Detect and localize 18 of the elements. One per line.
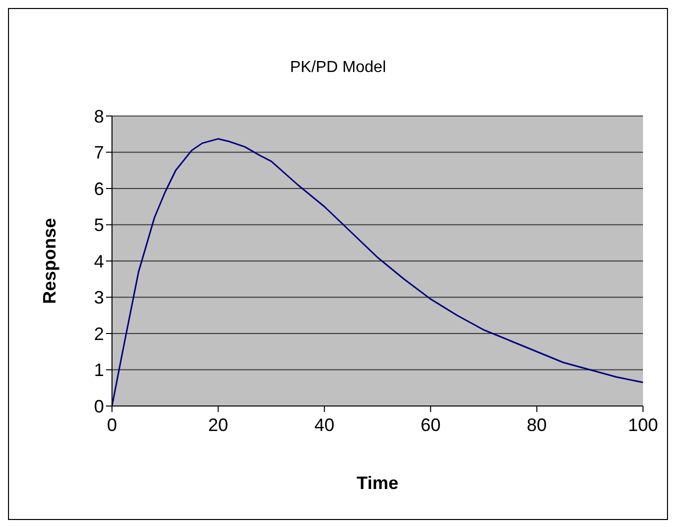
y-tick-label: 2 bbox=[94, 324, 104, 344]
y-tick-label: 8 bbox=[94, 106, 104, 126]
x-axis-title: Time bbox=[356, 473, 398, 493]
y-tick-label: 1 bbox=[94, 360, 104, 380]
y-tick-label: 3 bbox=[94, 288, 104, 308]
x-tick-label: 100 bbox=[628, 414, 658, 435]
y-tick-label: 7 bbox=[94, 142, 104, 163]
y-axis-title: Response bbox=[39, 218, 60, 304]
y-tick-label: 0 bbox=[94, 396, 104, 416]
y-tick-label: 6 bbox=[94, 178, 104, 199]
x-tick-label: 0 bbox=[106, 414, 118, 435]
x-tick-label: 40 bbox=[314, 414, 334, 435]
x-tick-label: 60 bbox=[420, 414, 441, 435]
y-tick-label: 4 bbox=[94, 251, 104, 272]
y-tick-label: 5 bbox=[94, 215, 104, 236]
chart-title: PK/PD Model bbox=[288, 59, 388, 77]
x-tick-label: 20 bbox=[208, 414, 228, 435]
x-tick-label: 80 bbox=[526, 414, 547, 435]
